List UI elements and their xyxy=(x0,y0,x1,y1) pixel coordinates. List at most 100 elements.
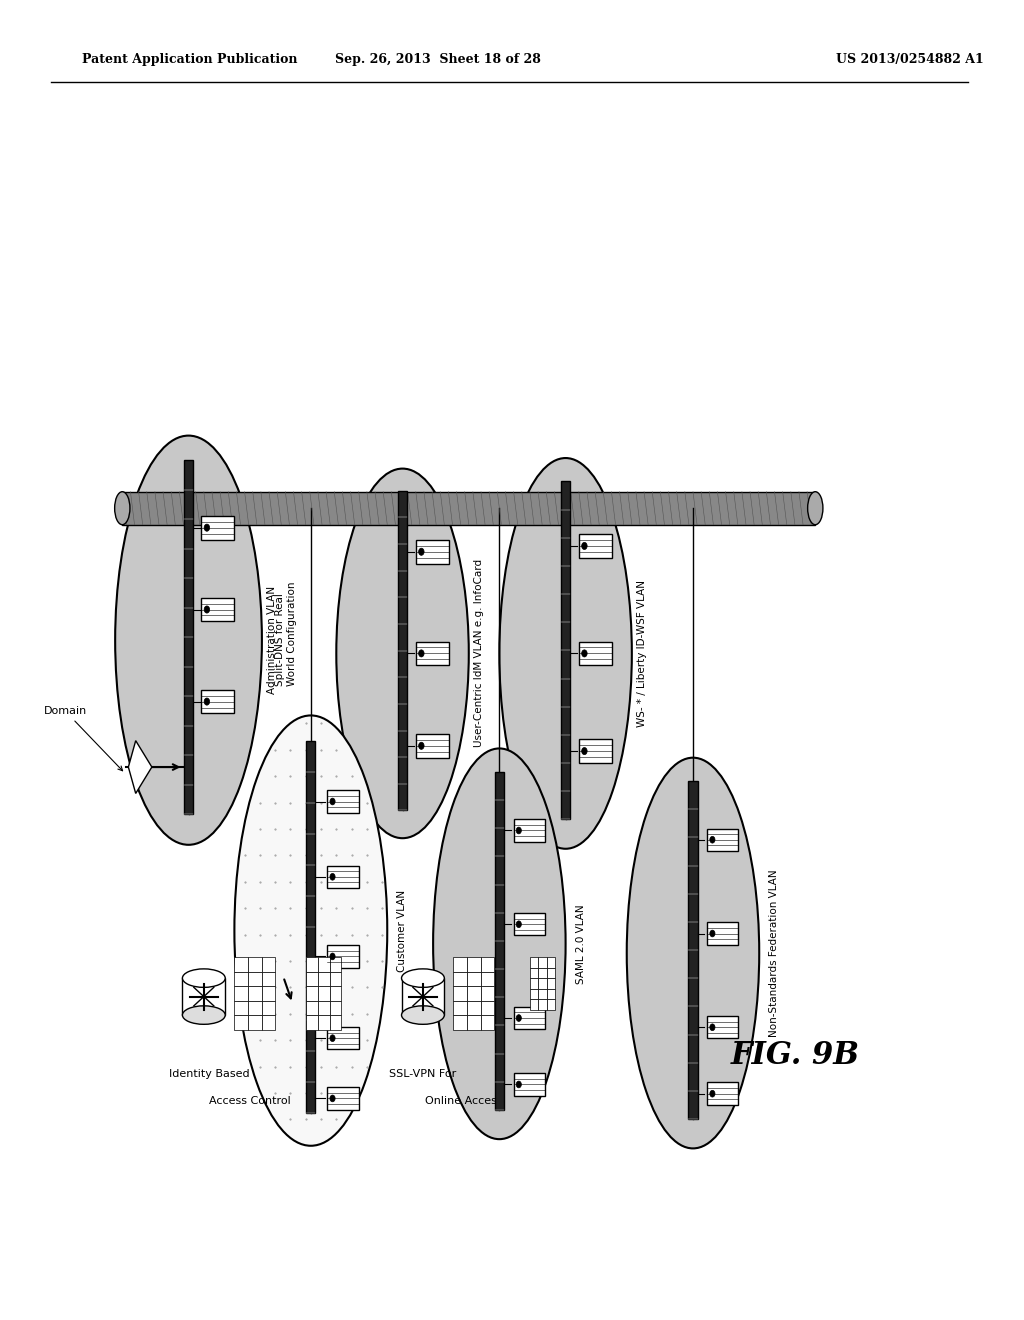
Bar xyxy=(306,986,317,1001)
Bar xyxy=(708,1016,738,1039)
Bar xyxy=(539,957,547,968)
Bar xyxy=(454,957,467,972)
Text: Identity Based: Identity Based xyxy=(169,1069,249,1080)
Circle shape xyxy=(710,931,715,937)
Bar xyxy=(514,1007,545,1030)
Bar xyxy=(547,999,555,1010)
Bar xyxy=(480,986,495,1001)
Bar xyxy=(547,978,555,989)
Ellipse shape xyxy=(115,436,262,845)
Bar xyxy=(539,999,547,1010)
Circle shape xyxy=(516,1081,521,1088)
Bar xyxy=(480,957,495,972)
Text: Access Control: Access Control xyxy=(209,1096,291,1106)
Bar xyxy=(261,957,275,972)
Bar xyxy=(401,978,444,1015)
Bar xyxy=(234,986,248,1001)
Bar xyxy=(398,491,408,810)
Bar xyxy=(234,1001,248,1015)
Bar xyxy=(688,781,697,1119)
Bar xyxy=(261,1001,275,1015)
Bar xyxy=(248,986,261,1001)
Bar xyxy=(234,957,248,972)
Bar xyxy=(317,1015,330,1030)
Bar xyxy=(579,642,612,665)
Text: Patent Application Publication: Patent Application Publication xyxy=(82,53,297,66)
Bar xyxy=(480,972,495,986)
Bar xyxy=(416,540,449,564)
Ellipse shape xyxy=(627,758,759,1148)
Circle shape xyxy=(710,837,715,843)
Bar xyxy=(122,491,815,524)
Ellipse shape xyxy=(808,492,823,525)
Polygon shape xyxy=(128,741,152,793)
Bar xyxy=(202,598,234,622)
Bar xyxy=(579,535,612,558)
Bar xyxy=(416,734,449,758)
Bar xyxy=(454,986,467,1001)
Circle shape xyxy=(516,828,521,834)
Text: Non-Standards Federation VLAN: Non-Standards Federation VLAN xyxy=(769,870,779,1036)
Bar xyxy=(530,989,539,999)
Bar xyxy=(467,1001,480,1015)
Bar xyxy=(454,972,467,986)
Ellipse shape xyxy=(182,1006,225,1024)
Text: Online Access: Online Access xyxy=(425,1096,503,1106)
Bar xyxy=(330,1001,341,1015)
Circle shape xyxy=(419,649,424,657)
Bar xyxy=(539,978,547,989)
Bar xyxy=(539,989,547,999)
Bar xyxy=(261,972,275,986)
Circle shape xyxy=(330,1035,335,1041)
Bar xyxy=(261,1015,275,1030)
Bar xyxy=(547,989,555,999)
Text: Administration VLAN: Administration VLAN xyxy=(267,586,278,694)
Bar xyxy=(514,913,545,936)
Bar xyxy=(530,957,539,968)
Bar xyxy=(530,968,539,978)
Text: SAML 2.0 VLAN: SAML 2.0 VLAN xyxy=(575,904,586,983)
Text: WS- * / Liberty ID-WSF VLAN: WS- * / Liberty ID-WSF VLAN xyxy=(637,579,647,727)
Bar xyxy=(328,945,358,968)
Bar xyxy=(184,461,194,814)
Bar xyxy=(328,866,358,888)
Bar xyxy=(708,829,738,851)
Circle shape xyxy=(330,874,335,880)
Ellipse shape xyxy=(401,1006,444,1024)
Bar xyxy=(330,1015,341,1030)
Bar xyxy=(454,1001,467,1015)
Bar xyxy=(306,957,317,972)
Bar xyxy=(317,1001,330,1015)
Bar xyxy=(234,1015,248,1030)
Bar xyxy=(495,772,504,1110)
Bar xyxy=(480,1001,495,1015)
Circle shape xyxy=(330,799,335,805)
Bar xyxy=(182,978,225,1015)
Text: Split-DNS for Real
World Configuration: Split-DNS for Real World Configuration xyxy=(275,581,297,686)
Bar xyxy=(317,972,330,986)
Bar xyxy=(467,1015,480,1030)
Bar xyxy=(561,482,570,820)
Bar xyxy=(202,516,234,540)
Bar xyxy=(261,986,275,1001)
Circle shape xyxy=(582,649,587,657)
Text: Sep. 26, 2013  Sheet 18 of 28: Sep. 26, 2013 Sheet 18 of 28 xyxy=(335,53,541,66)
Circle shape xyxy=(419,548,424,556)
Bar xyxy=(708,1082,738,1105)
Bar xyxy=(248,1001,261,1015)
Circle shape xyxy=(204,524,210,531)
Ellipse shape xyxy=(182,969,225,987)
Ellipse shape xyxy=(401,969,444,987)
Bar xyxy=(579,739,612,763)
Bar xyxy=(547,968,555,978)
Text: Customer VLAN: Customer VLAN xyxy=(397,890,408,972)
Circle shape xyxy=(516,921,521,928)
Circle shape xyxy=(710,1024,715,1031)
Bar xyxy=(328,1088,358,1110)
Text: FIG. 9B: FIG. 9B xyxy=(730,1040,859,1072)
Bar xyxy=(328,791,358,813)
Circle shape xyxy=(582,747,587,755)
Ellipse shape xyxy=(115,492,130,525)
Bar xyxy=(306,1001,317,1015)
Bar xyxy=(202,689,234,713)
